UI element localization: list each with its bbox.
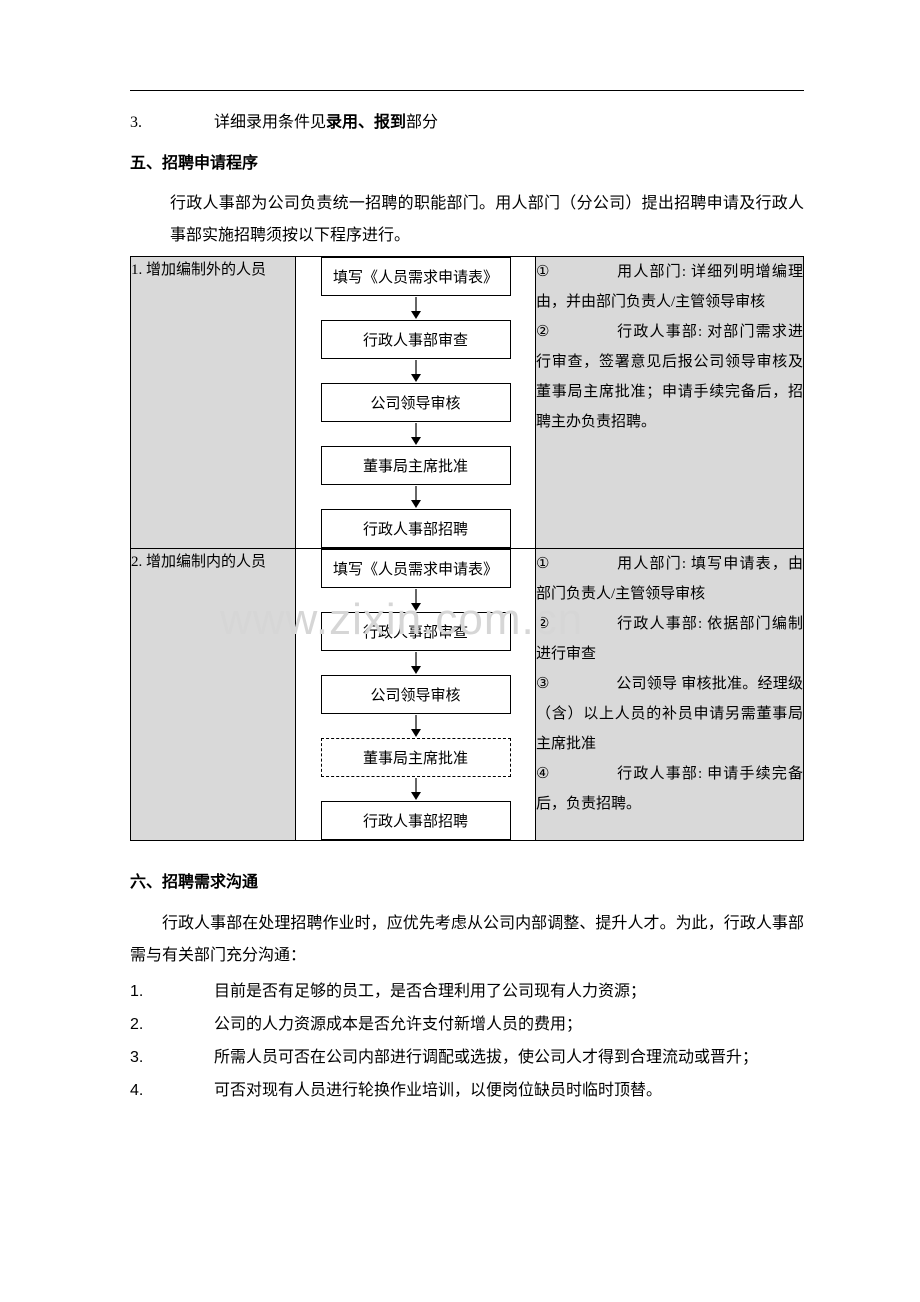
section-6-para: 行政人事部在处理招聘作业时，应优先考虑从公司内部调整、提升人才。为此，行政人事部… xyxy=(130,908,804,972)
arrow-icon xyxy=(410,777,422,801)
row1-left-label: 1. 增加编制外的人员 xyxy=(131,257,296,549)
page-top-rule xyxy=(130,90,804,91)
list-num: 4. xyxy=(130,1075,214,1108)
item-3-prefix: 详细录用条件见 xyxy=(214,114,326,131)
note-label: 行政人事部: xyxy=(616,324,702,340)
list-item: 2.公司的人力资源成本是否允许支付新增人员的费用； xyxy=(130,1009,804,1042)
row1-notes: ①用人部门: 详细列明增编理由，并由部门负责人/主管领导审核 ②行政人事部: 对… xyxy=(536,257,804,549)
arrow-icon xyxy=(410,485,422,509)
arrow-icon xyxy=(410,296,422,320)
note-circ: ② xyxy=(536,317,616,347)
process-diagram: 1. 增加编制外的人员 填写《人员需求申请表》 行政人事部审查 公司领导审核 董… xyxy=(130,256,804,841)
item-3-suffix: 部分 xyxy=(406,114,438,131)
note-circ: ④ xyxy=(536,759,616,789)
section-6: 六、招聘需求沟通 行政人事部在处理招聘作业时，应优先考虑从公司内部调整、提升人才… xyxy=(130,869,804,1107)
note-label: 用人部门: xyxy=(616,264,686,280)
note-label: 公司领导 xyxy=(616,676,677,692)
note-label: 行政人事部: xyxy=(616,766,702,782)
diagram-row-1: 1. 增加编制外的人员 填写《人员需求申请表》 行政人事部审查 公司领导审核 董… xyxy=(131,257,804,549)
list-num: 2. xyxy=(130,1009,214,1042)
row1-step-2: 行政人事部审查 xyxy=(321,320,511,359)
arrow-icon xyxy=(410,714,422,738)
list-text: 公司的人力资源成本是否允许支付新增人员的费用； xyxy=(214,1009,582,1042)
note-label: 行政人事部: xyxy=(616,616,702,632)
item-3-num: 3. xyxy=(130,110,214,136)
row2-step-1: 填写《人员需求申请表》 xyxy=(321,549,511,588)
arrow-icon xyxy=(410,651,422,675)
note-circ: ③ xyxy=(536,669,616,699)
list-item: 1.目前是否有足够的员工，是否合理利用了公司现有人力资源； xyxy=(130,976,804,1009)
note-label: 用人部门: xyxy=(616,556,686,572)
section-6-title: 六、招聘需求沟通 xyxy=(130,869,804,898)
list-item: 4.可否对现有人员进行轮换作业培训，以便岗位缺员时临时顶替。 xyxy=(130,1075,804,1108)
item-3-line: 3.详细录用条件见录用、报到部分 xyxy=(130,110,804,136)
row1-step-4: 董事局主席批准 xyxy=(321,446,511,485)
section-6-list: 1.目前是否有足够的员工，是否合理利用了公司现有人力资源； 2.公司的人力资源成… xyxy=(130,976,804,1107)
row2-step-4: 董事局主席批准 xyxy=(321,738,511,777)
row2-step-3: 公司领导审核 xyxy=(321,675,511,714)
section-5-title: 五、招聘申请程序 xyxy=(130,150,804,179)
list-text: 所需人员可否在公司内部进行调配或选拔，使公司人才得到合理流动或晋升； xyxy=(214,1042,758,1075)
list-item: 3.所需人员可否在公司内部进行调配或选拔，使公司人才得到合理流动或晋升； xyxy=(130,1042,804,1075)
row1-step-1: 填写《人员需求申请表》 xyxy=(321,257,511,296)
section-5-intro: 行政人事部为公司负责统一招聘的职能部门。用人部门（分公司）提出招聘申请及行政人事… xyxy=(130,188,804,252)
row2-flow: 填写《人员需求申请表》 行政人事部审查 公司领导审核 董事局主席批准 行政人事部… xyxy=(296,549,536,841)
note-circ: ① xyxy=(536,257,616,287)
note-circ: ① xyxy=(536,549,616,579)
row2-step-2: 行政人事部审查 xyxy=(321,612,511,651)
item-3-bold: 录用、报到 xyxy=(326,114,406,131)
row1-step-5: 行政人事部招聘 xyxy=(321,509,511,548)
row2-notes: ①用人部门: 填写申请表，由部门负责人/主管领导审核 ②行政人事部: 依据部门编… xyxy=(536,549,804,841)
row1-flow: 填写《人员需求申请表》 行政人事部审查 公司领导审核 董事局主席批准 行政人事部… xyxy=(296,257,536,549)
row2-step-5: 行政人事部招聘 xyxy=(321,801,511,840)
row1-step-3: 公司领导审核 xyxy=(321,383,511,422)
row2-left-label: 2. 增加编制内的人员 xyxy=(131,549,296,841)
diagram-row-2: 2. 增加编制内的人员 填写《人员需求申请表》 行政人事部审查 公司领导审核 董… xyxy=(131,549,804,841)
list-num: 3. xyxy=(130,1042,214,1075)
list-num: 1. xyxy=(130,976,214,1009)
arrow-icon xyxy=(410,422,422,446)
list-text: 目前是否有足够的员工，是否合理利用了公司现有人力资源； xyxy=(214,976,646,1009)
note-circ: ② xyxy=(536,609,616,639)
arrow-icon xyxy=(410,588,422,612)
arrow-icon xyxy=(410,359,422,383)
list-text: 可否对现有人员进行轮换作业培训，以便岗位缺员时临时顶替。 xyxy=(214,1075,662,1108)
